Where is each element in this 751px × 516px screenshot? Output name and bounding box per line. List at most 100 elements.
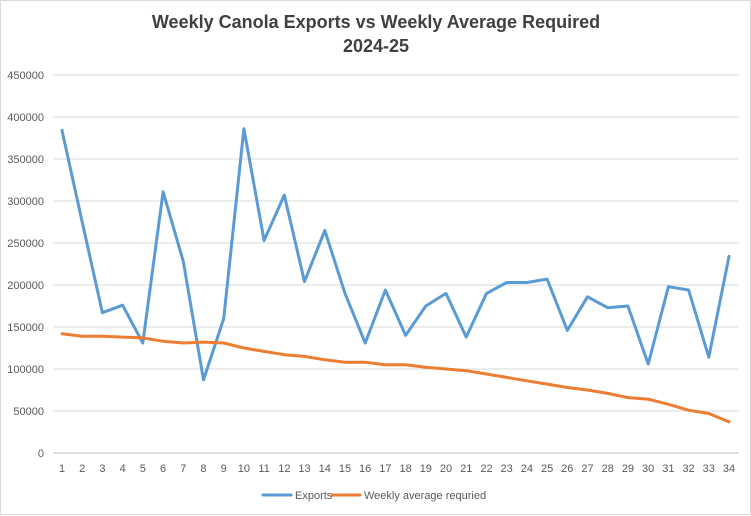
x-tick-label: 31 (662, 463, 674, 475)
x-tick-label: 2 (79, 463, 85, 475)
data-point (202, 378, 205, 382)
data-point (182, 341, 185, 345)
legend-label: Exports (295, 490, 333, 502)
data-point (222, 317, 225, 320)
data-point (424, 366, 428, 369)
y-tick-label: 250000 (7, 238, 44, 250)
data-point (202, 340, 205, 344)
data-point (667, 403, 670, 406)
data-point (121, 335, 124, 339)
x-axis-ticks: 1 2 3 4 5 6 7 8 9 10 11 12 13 14 15 16 17 18 19 20 21 22 23 24 2… (59, 463, 735, 475)
data-point (687, 408, 690, 412)
x-tick-label: 27 (581, 463, 593, 475)
x-tick-label: 15 (339, 463, 351, 475)
data-point (707, 412, 710, 415)
data-point (101, 335, 104, 338)
x-tick-label: 19 (420, 463, 432, 475)
x-tick-label: 34 (723, 463, 735, 475)
data-point (283, 353, 286, 356)
y-tick-label: 300000 (7, 196, 44, 208)
data-point (161, 190, 165, 193)
chart-subtitle: 2024-25 (343, 36, 409, 56)
data-point (505, 376, 508, 379)
data-point (606, 306, 609, 309)
series-line-weekly-average (60, 332, 731, 424)
data-point (101, 311, 104, 314)
data-point (121, 303, 124, 307)
x-tick-label: 23 (501, 463, 513, 475)
data-point (81, 335, 84, 338)
data-point (444, 292, 448, 295)
data-point (646, 398, 650, 401)
data-point (283, 193, 286, 197)
legend-label: Weekly average requried (364, 490, 486, 502)
data-point (606, 392, 609, 395)
x-tick-label: 8 (200, 463, 206, 475)
data-point (525, 281, 529, 284)
data-point (161, 340, 165, 343)
data-point (727, 420, 731, 424)
x-tick-label: 20 (440, 463, 452, 475)
data-point (262, 350, 266, 353)
x-tick-label: 25 (541, 463, 553, 475)
y-tick-label: 150000 (7, 322, 44, 334)
data-point (545, 382, 549, 386)
x-tick-label: 1 (59, 463, 65, 475)
data-point (384, 288, 387, 292)
x-tick-label: 3 (99, 463, 105, 475)
x-tick-label: 6 (160, 463, 166, 475)
data-point (424, 304, 428, 308)
data-point (444, 367, 448, 371)
x-tick-label: 17 (379, 463, 391, 475)
y-axis-ticks: 0 50000 100000 150000 200000 250000 300000 3500… (7, 70, 44, 460)
x-tick-label: 24 (521, 463, 533, 475)
y-tick-label: 450000 (7, 70, 44, 82)
x-tick-label: 4 (120, 463, 126, 475)
data-point (323, 229, 326, 232)
y-tick-label: 100000 (7, 364, 44, 376)
x-tick-label: 5 (140, 463, 146, 475)
data-point (60, 129, 64, 132)
data-point (363, 361, 367, 364)
data-point (384, 363, 387, 366)
y-tick-label: 350000 (7, 154, 44, 166)
data-point (566, 329, 569, 332)
y-tick-label: 0 (38, 448, 44, 460)
x-tick-label: 33 (703, 463, 715, 475)
x-tick-label: 9 (221, 463, 227, 475)
data-point (586, 295, 589, 298)
data-point (545, 277, 549, 281)
series-line-exports (60, 127, 731, 382)
data-point (566, 386, 569, 389)
data-point (141, 341, 145, 345)
x-tick-label: 26 (561, 463, 573, 475)
x-tick-label: 28 (602, 463, 614, 475)
data-point (404, 334, 407, 337)
data-point (586, 388, 589, 392)
data-point (262, 239, 266, 242)
data-point (646, 362, 650, 366)
data-point (303, 280, 306, 283)
legend: Exports Weekly average requried (261, 490, 486, 502)
data-point (485, 292, 488, 295)
x-tick-label: 21 (460, 463, 472, 475)
data-point (343, 292, 347, 295)
data-point (81, 220, 84, 224)
y-tick-label: 400000 (7, 112, 44, 124)
series-lines (60, 127, 731, 424)
x-tick-label: 10 (238, 463, 250, 475)
data-point (485, 372, 488, 376)
x-tick-label: 18 (399, 463, 411, 475)
x-tick-label: 11 (258, 463, 269, 475)
data-point (687, 288, 690, 292)
data-point (303, 355, 306, 358)
x-tick-label: 22 (480, 463, 492, 475)
y-tick-label: 50000 (13, 406, 44, 418)
data-point (182, 260, 185, 263)
x-tick-label: 14 (319, 463, 331, 475)
data-point (141, 336, 145, 340)
x-tick-label: 12 (278, 463, 290, 475)
data-point (505, 281, 508, 284)
y-tick-label: 200000 (7, 280, 44, 292)
gridlines (53, 74, 739, 454)
